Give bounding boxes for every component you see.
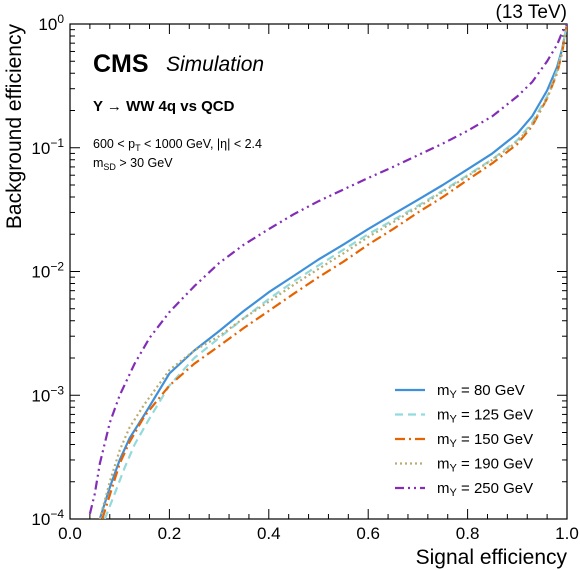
x-tick-label: 0.4 — [257, 524, 281, 543]
legend-label: mY = 250 GeV — [437, 480, 533, 499]
legend-label: mY = 80 GeV — [437, 382, 525, 401]
x-tick-label: 0.2 — [158, 524, 182, 543]
y-axis-label: Background efficiency — [3, 24, 26, 230]
roc-curve-5 — [88, 24, 567, 515]
y-tick-label: 10−4 — [31, 507, 64, 529]
process-label: Y → WW 4q vs QCD — [93, 98, 235, 115]
roc-curve-2 — [103, 24, 567, 519]
x-tick-label: 0.0 — [58, 524, 82, 543]
legend-label: mY = 190 GeV — [437, 456, 533, 475]
y-tick-label: 100 — [38, 12, 64, 34]
x-tick-label: 1.0 — [555, 524, 579, 543]
roc-curve-4 — [98, 24, 567, 519]
experiment-label: CMS — [93, 50, 149, 78]
legend: mY = 80 GeV mY = 125 GeV mY = 150 GeV mY = … — [395, 382, 533, 499]
cut-label-pt: 600 < pT < 1000 GeV, |η| < 2.4 — [93, 137, 262, 153]
roc-curves — [88, 24, 567, 519]
legend-label: mY = 125 GeV — [437, 407, 533, 426]
x-axis-label: Signal efficiency — [416, 546, 568, 569]
energy-label: (13 TeV) — [496, 2, 567, 23]
x-tick-label: 0.8 — [456, 524, 480, 543]
cut-label-msd: mSD > 30 GeV — [93, 156, 173, 172]
legend-label: mY = 150 GeV — [437, 431, 533, 450]
roc-curve-1 — [98, 24, 567, 519]
y-tick-label: 10−2 — [31, 260, 64, 282]
roc-curve-3 — [101, 24, 567, 519]
experiment-sub-label: Simulation — [166, 53, 264, 76]
axis-ticks: 0.0 0.2 0.4 0.6 0.8 1.0 10−4 10−3 10−2 10−1 100 — [31, 12, 578, 543]
y-tick-label: 10−1 — [31, 136, 64, 158]
x-tick-label: 0.6 — [356, 524, 380, 543]
y-tick-label: 10−3 — [31, 383, 64, 405]
